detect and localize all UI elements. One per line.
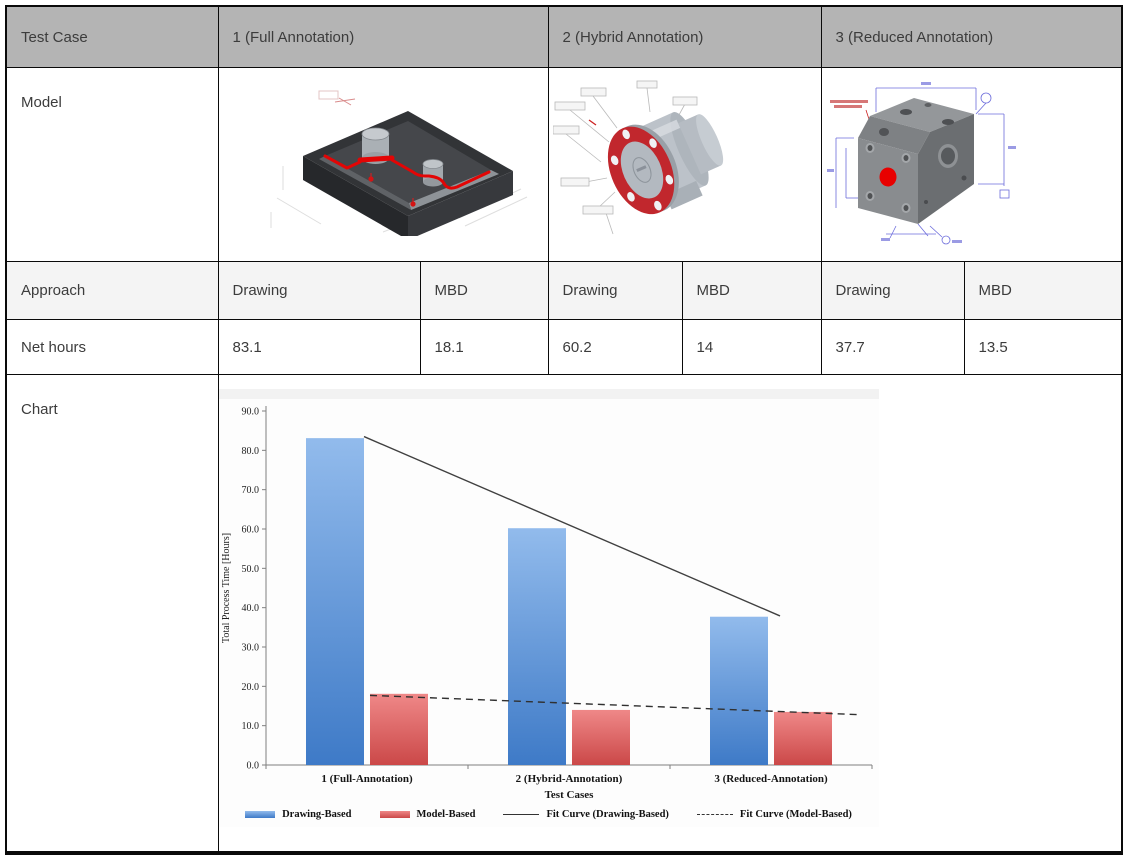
- y-tick-label: 60.0: [241, 525, 259, 536]
- model-cell-3: [820, 67, 1123, 262]
- box-right-face: [407, 171, 513, 240]
- approach-c3-mbd: MBD: [963, 261, 1123, 320]
- callout-labels: [552, 80, 697, 235]
- header-case-2: 2 (Hybrid Annotation): [547, 5, 822, 68]
- boss-cylinder-2: [422, 159, 443, 187]
- header-case-3: 3 (Reduced Annotation): [820, 5, 1123, 68]
- legend-line-solid: [503, 813, 540, 815]
- model-cell-1: [217, 67, 549, 262]
- legend-line-dashed: [696, 813, 733, 815]
- bar-drawing-based-case-1: [305, 438, 364, 765]
- legend-label: Fit Curve (Model-Based): [739, 808, 852, 820]
- red-highlighted-hole: [879, 167, 897, 187]
- chart-legend: Drawing-Based Model-Based Fit Curve (Drawi…: [219, 801, 878, 827]
- top-holes: [899, 103, 954, 125]
- comparison-table: Test Case 1 (Full Annotation) 2 (Hybrid …: [5, 5, 1124, 855]
- chart-svg: 0.0 10.0 20.0 30.0 40.0 50.0 60.0 70.0 80.0 90.0 1…: [221, 406, 872, 801]
- y-tick-label: 0.0: [246, 761, 259, 772]
- net-hours-c3-drawing: 37.7: [820, 319, 965, 375]
- x-axis-title: Test Cases: [544, 789, 594, 801]
- header-test-case: Test Case: [5, 5, 219, 68]
- legend-item: Drawing-Based: [245, 808, 352, 820]
- y-axis-title: Total Process Time [Hours]: [221, 533, 232, 643]
- legend-item: Model-Based: [379, 808, 476, 820]
- net-hours-c2-mbd: 14: [681, 319, 822, 375]
- category-label: 2 (Hybrid-Annotation): [515, 773, 622, 785]
- block-chamfer-face: [857, 116, 930, 154]
- y-tick-label: 10.0: [241, 721, 259, 732]
- cavity-inner-wall-left: [318, 156, 411, 210]
- net-hours-c3-mbd: 13.5: [963, 319, 1123, 375]
- bar-drawing-based-case-2: [507, 528, 566, 765]
- bar-drawing-based-case-3: [709, 616, 768, 765]
- approach-row: Approach Drawing MBD Drawing MBD Drawing…: [5, 261, 1123, 320]
- box-front-face: [302, 156, 408, 240]
- cad-model-pocket-plate-image: [270, 90, 527, 240]
- y-tick-label: 30.0: [241, 643, 259, 654]
- header-row: Test Case 1 (Full Annotation) 2 (Hybrid …: [5, 5, 1123, 68]
- chart-figure: 0.0 10.0 20.0 30.0 40.0 50.0 60.0 70.0 80.0 90.0 1…: [219, 389, 879, 827]
- approach-c2-mbd: MBD: [681, 261, 822, 320]
- red-annotation-mark: [318, 90, 355, 106]
- cavity-inner-wall-right: [408, 170, 499, 210]
- bolt-holes: [610, 129, 673, 211]
- net-hours-row: Net hours 83.1 18.1 60.2 14 37.7 13.5: [5, 319, 1123, 375]
- red-datum-mark: [588, 119, 596, 126]
- blue-dim-text-marks: [826, 82, 1016, 243]
- approach-row-label: Approach: [5, 261, 219, 320]
- red-pins: [367, 173, 416, 207]
- legend-label: Model-Based: [416, 808, 476, 820]
- y-tick-label: 90.0: [241, 407, 259, 418]
- header-case-1: 1 (Full Annotation): [217, 5, 549, 68]
- legend-swatch-model-based: [379, 810, 410, 818]
- category-label: 1 (Full-Annotation): [321, 773, 413, 785]
- chart-cell: 0.0 10.0 20.0 30.0 40.0 50.0 60.0 70.0 80.0 90.0 1…: [217, 374, 1123, 854]
- y-tick-label: 40.0: [241, 603, 259, 614]
- y-tick-label: 20.0: [241, 682, 259, 693]
- net-hours-c1-mbd: 18.1: [419, 319, 549, 375]
- bar-model-based-case-2: [571, 709, 630, 765]
- chart-row: Chart 0.0 10.0 20.0 30.0 40.0 50.0 60.0 70.0 80.…: [5, 374, 1123, 854]
- block-right-face: [917, 114, 974, 224]
- bar-model-based-case-1: [369, 693, 428, 765]
- cad-model-block-image: [826, 82, 1016, 245]
- y-tick-label: 70.0: [241, 485, 259, 496]
- chamfer-hole: [878, 128, 889, 136]
- net-hours-c2-drawing: 60.2: [547, 319, 683, 375]
- bar-model-based-case-3: [773, 711, 832, 765]
- flange-body: [607, 112, 723, 215]
- legend-label: Fit Curve (Drawing-Based): [546, 808, 669, 820]
- left-face-counterbores: [865, 143, 911, 213]
- model-row-label: Model: [5, 67, 219, 262]
- legend-label: Drawing-Based: [282, 808, 352, 820]
- legend-item: Fit Curve (Model-Based): [696, 808, 852, 820]
- fit-line-model-based: [369, 694, 859, 716]
- approach-c1-mbd: MBD: [419, 261, 549, 320]
- chart-row-label: Chart: [5, 374, 219, 854]
- red-toolpath: [323, 154, 490, 190]
- cad-model-flange-image: [552, 80, 723, 235]
- approach-c2-drawing: Drawing: [547, 261, 683, 320]
- net-hours-row-label: Net hours: [5, 319, 219, 375]
- fit-line-drawing-based: [363, 435, 780, 617]
- y-tick-label: 50.0: [241, 564, 259, 575]
- right-face-holes: [923, 144, 967, 204]
- model-cell-2: [547, 67, 822, 262]
- model-row: Model: [5, 67, 1123, 262]
- net-hours-c1-drawing: 83.1: [217, 319, 421, 375]
- approach-c1-drawing: Drawing: [217, 261, 421, 320]
- legend-item: Fit Curve (Drawing-Based): [503, 808, 669, 820]
- legend-swatch-drawing-based: [245, 810, 276, 818]
- y-tick-label: 80.0: [241, 446, 259, 457]
- category-label: 3 (Reduced-Annotation): [714, 773, 828, 785]
- chart-plot-container: 0.0 10.0 20.0 30.0 40.0 50.0 60.0 70.0 80.0 90.0 1…: [219, 399, 878, 801]
- approach-c3-drawing: Drawing: [820, 261, 965, 320]
